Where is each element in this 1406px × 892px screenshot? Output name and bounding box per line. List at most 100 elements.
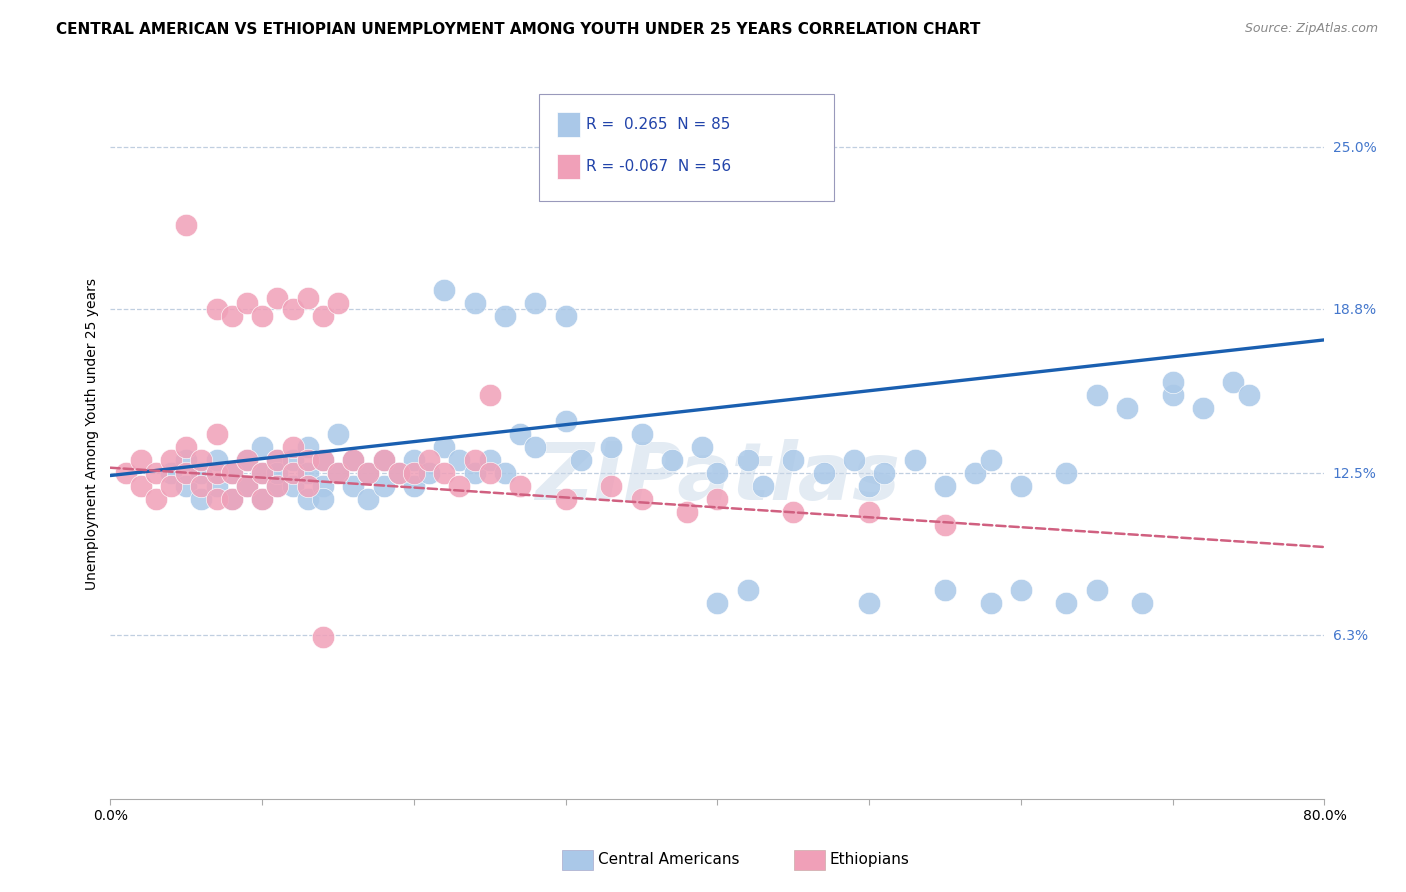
Point <box>297 453 319 467</box>
Point <box>160 453 183 467</box>
Point <box>174 466 197 480</box>
Point <box>464 453 486 467</box>
Point <box>494 466 516 480</box>
Point <box>281 301 304 316</box>
Point <box>402 466 425 480</box>
Point <box>1056 596 1078 610</box>
Text: R =  0.265  N = 85: R = 0.265 N = 85 <box>586 118 730 133</box>
Point <box>1237 387 1260 401</box>
Point <box>373 453 395 467</box>
Point <box>205 466 228 480</box>
Point <box>281 440 304 454</box>
Point <box>554 491 576 506</box>
Point <box>312 453 335 467</box>
Point <box>433 466 456 480</box>
Point <box>737 453 759 467</box>
Point <box>1222 375 1244 389</box>
Point <box>145 466 167 480</box>
Point <box>266 291 288 305</box>
Point <box>873 466 896 480</box>
Point <box>554 310 576 324</box>
Point <box>221 310 243 324</box>
Point <box>236 453 259 467</box>
Point <box>478 466 501 480</box>
Point <box>174 479 197 493</box>
Point <box>1010 479 1032 493</box>
Text: Source: ZipAtlas.com: Source: ZipAtlas.com <box>1244 22 1378 36</box>
Point <box>554 414 576 428</box>
Point <box>326 466 349 480</box>
Point <box>281 466 304 480</box>
Point <box>114 466 136 480</box>
Point <box>342 453 364 467</box>
Point <box>449 453 471 467</box>
Text: Central Americans: Central Americans <box>598 853 740 867</box>
Point <box>402 453 425 467</box>
Point <box>464 296 486 310</box>
Point <box>449 479 471 493</box>
Text: R = -0.067  N = 56: R = -0.067 N = 56 <box>586 159 731 174</box>
Point <box>312 453 335 467</box>
Point <box>312 310 335 324</box>
Point <box>782 505 804 519</box>
Text: ZIPatlas: ZIPatlas <box>534 439 900 516</box>
Point <box>478 453 501 467</box>
Point <box>690 440 713 454</box>
Point <box>418 453 440 467</box>
Point <box>250 440 273 454</box>
Point <box>418 466 440 480</box>
Point <box>524 296 547 310</box>
Point <box>813 466 835 480</box>
Point <box>706 596 728 610</box>
Point <box>190 479 212 493</box>
Point <box>433 440 456 454</box>
Point <box>402 479 425 493</box>
Point <box>357 466 380 480</box>
Point <box>388 466 411 480</box>
Point <box>281 453 304 467</box>
Point <box>630 491 652 506</box>
Point <box>312 491 335 506</box>
Point <box>342 479 364 493</box>
Point <box>858 505 880 519</box>
Point <box>858 479 880 493</box>
Point <box>433 283 456 297</box>
Point <box>129 479 152 493</box>
Point <box>737 583 759 598</box>
Point <box>980 596 1002 610</box>
Point <box>205 426 228 441</box>
Point <box>297 291 319 305</box>
Point <box>904 453 927 467</box>
Point <box>250 466 273 480</box>
Point <box>281 479 304 493</box>
Point <box>980 453 1002 467</box>
Point <box>342 453 364 467</box>
Text: Ethiopians: Ethiopians <box>830 853 910 867</box>
Point <box>250 466 273 480</box>
Point <box>1085 387 1108 401</box>
Point <box>160 466 183 480</box>
Point <box>266 466 288 480</box>
Point <box>661 453 683 467</box>
Point <box>312 630 335 644</box>
Point <box>706 466 728 480</box>
Point <box>858 596 880 610</box>
Point <box>236 479 259 493</box>
Point <box>221 491 243 506</box>
Point <box>1161 387 1184 401</box>
Point <box>1130 596 1153 610</box>
Point <box>221 491 243 506</box>
Point <box>1010 583 1032 598</box>
Point <box>494 310 516 324</box>
Point <box>236 453 259 467</box>
Point <box>266 479 288 493</box>
Point <box>190 466 212 480</box>
Point <box>782 453 804 467</box>
Point <box>676 505 699 519</box>
Point <box>373 453 395 467</box>
Point <box>205 491 228 506</box>
Point <box>297 440 319 454</box>
Point <box>600 479 623 493</box>
Point <box>129 453 152 467</box>
Point <box>464 466 486 480</box>
